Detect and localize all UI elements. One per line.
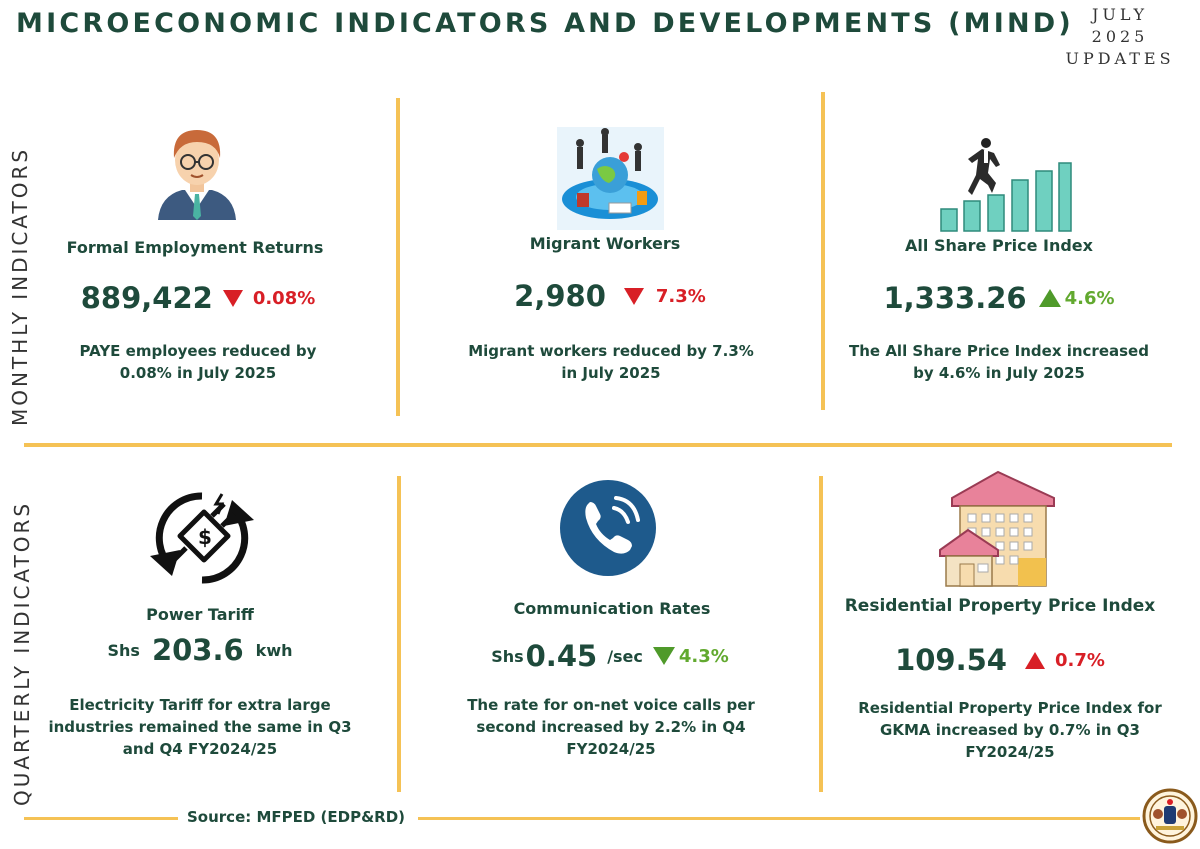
change-all-share-price-index: 4.6% [1064, 287, 1115, 309]
desc-formal-employment: PAYE employees reduced by 0.08% in July … [79, 342, 317, 382]
desc-power-tariff: Electricity Tariff for extra large indus… [48, 696, 352, 758]
down-arrow-icon [652, 647, 675, 665]
divider-vertical [397, 476, 401, 792]
divider-footer [24, 817, 178, 820]
monthly-section-label: MONTHLY INDICATORS [8, 146, 32, 426]
divider-horizontal [24, 443, 1172, 447]
divider-vertical [819, 476, 823, 792]
prefix-power-tariff: Shs [107, 640, 140, 660]
value-power-tariff: 203.6 [151, 633, 244, 667]
value-row-formal-employment: 889,422 0.08% [40, 278, 356, 318]
divider-vertical [396, 98, 400, 416]
label-communication-rates: Communication Rates [513, 599, 711, 618]
desc-migrant-workers: Migrant workers reduced by 7.3% in July … [468, 342, 754, 382]
source-note: Source: MFPED (EDP&RD) [187, 808, 406, 826]
value-communication-rates: 0.45 [525, 639, 598, 673]
desc-all-share-price-index: The All Share Price Index increased by 4… [849, 342, 1149, 382]
value-row-communication-rates: Shs 0.45 /sec 4.3% [450, 636, 770, 676]
change-formal-employment: 0.08% [252, 287, 316, 309]
value-all-share-price-index: 1,333.26 [883, 281, 1027, 315]
coat-of-arms-emblem [1142, 788, 1198, 844]
down-arrow-icon [222, 289, 243, 307]
value-formal-employment: 889,422 [80, 281, 213, 315]
label-residential-property-price-index: Residential Property Price Index [844, 596, 1156, 616]
svg-text:$: $ [198, 525, 212, 549]
value-row-all-share-price-index: 1,333.26 4.6% [850, 278, 1148, 318]
down-arrow-icon [623, 287, 644, 305]
up-arrow-icon [1038, 289, 1061, 307]
quarterly-section-label: QUARTERLY INDICATORS [10, 500, 34, 806]
desc-communication-rates: The rate for on-net voice calls per seco… [467, 696, 755, 758]
divider-footer [418, 817, 1140, 820]
value-row-residential-property: 109.54 0.7% [850, 640, 1150, 680]
label-migrant-workers: Migrant Workers [529, 234, 681, 253]
employee-icon [152, 122, 242, 222]
migrants-globe-icon [557, 127, 664, 230]
label-power-tariff: Power Tariff [146, 605, 254, 624]
houses-icon [938, 470, 1056, 588]
change-communication-rates: 4.3% [678, 645, 729, 667]
unit-communication-rates: /sec [607, 646, 643, 666]
value-migrant-workers: 2,980 [514, 279, 606, 313]
power-plug-icon: $ [146, 486, 258, 590]
label-all-share-price-index: All Share Price Index [905, 236, 1093, 255]
divider-vertical [821, 92, 825, 410]
phone-call-icon [558, 478, 658, 578]
page-title: MICROECONOMIC INDICATORS AND DEVELOPMENT… [16, 8, 1074, 39]
unit-power-tariff: kwh [255, 640, 293, 660]
label-formal-employment: Formal Employment Returns [66, 238, 324, 257]
value-row-migrant-workers: 2,980 7.3% [455, 276, 765, 316]
value-residential-property: 109.54 [895, 643, 1007, 677]
desc-residential-property: Residential Property Price Index for GKM… [858, 699, 1162, 761]
update-date: JULY 2025 UPDATES [1065, 5, 1175, 68]
change-migrant-workers: 7.3% [655, 285, 706, 307]
change-residential-property: 0.7% [1055, 649, 1105, 671]
growth-chart-icon [938, 137, 1073, 233]
prefix-communication-rates: Shs [491, 646, 524, 666]
up-arrow-icon [1025, 651, 1045, 669]
value-row-power-tariff: Shs 203.6 kwh [50, 630, 350, 670]
